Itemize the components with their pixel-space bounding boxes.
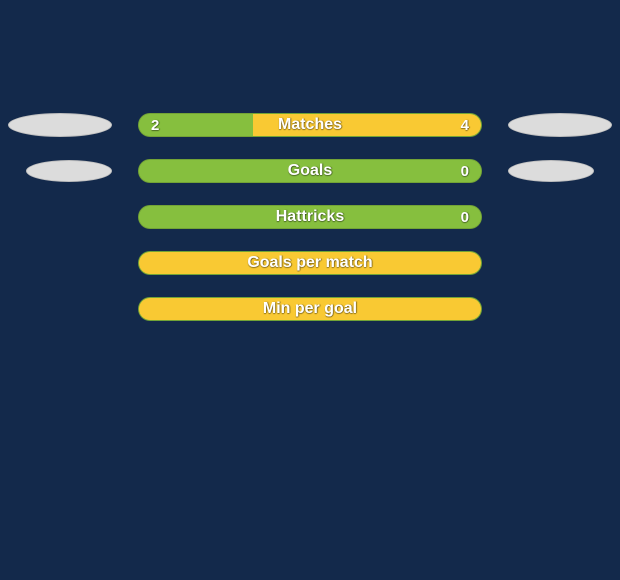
stat-bar: Goals per match (138, 251, 482, 275)
bar-fill-left (139, 114, 253, 136)
comparison-infographic: Dehghan vs S.Sadeghian Club competitions… (0, 0, 620, 580)
bar-fill-right (139, 298, 481, 320)
stat-bar: 2 Matches 4 (138, 113, 482, 137)
stat-row-matches: 2 Matches 4 (0, 113, 620, 137)
stat-bar: Hattricks 0 (138, 205, 482, 229)
stat-bar: Min per goal (138, 297, 482, 321)
stat-row-goals: Goals 0 (0, 159, 620, 183)
stat-row-gpm: Goals per match (0, 251, 620, 275)
stat-bar: Goals 0 (138, 159, 482, 183)
avatar-placeholder-right (508, 113, 612, 137)
bar-fill-right (253, 114, 481, 136)
bar-fill-right (139, 252, 481, 274)
avatar-placeholder-left (8, 113, 112, 137)
bar-fill-left (139, 160, 481, 182)
avatar-placeholder-right (508, 160, 594, 182)
bar-fill-left (139, 206, 481, 228)
background (0, 0, 620, 580)
stat-row-hattricks: Hattricks 0 (0, 205, 620, 229)
stat-row-mpg: Min per goal (0, 297, 620, 321)
avatar-placeholder-left (26, 160, 112, 182)
